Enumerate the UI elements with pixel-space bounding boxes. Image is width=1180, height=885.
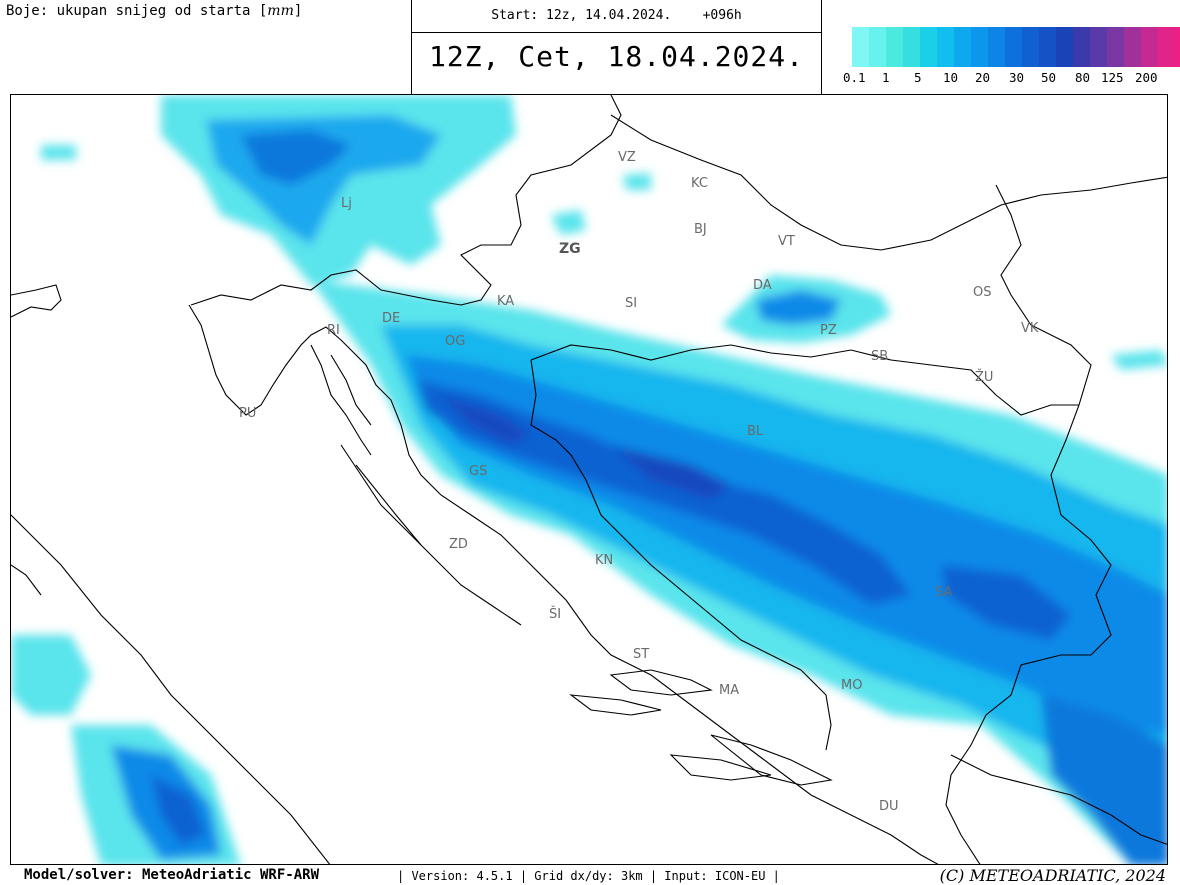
island-brac (609, 669, 713, 696)
legend-label: 5 (914, 70, 922, 85)
city-label-zg: ZG (559, 241, 581, 257)
city-label-mo: MO (841, 678, 862, 693)
city-label-vk: VK (1021, 321, 1039, 336)
city-label-sa: SA (935, 585, 952, 600)
legend-swatch (886, 27, 903, 67)
legend-swatch (1073, 27, 1090, 67)
legend-label: 125 (1101, 70, 1124, 85)
legend-swatch (1056, 27, 1073, 67)
legend-label: 80 (1075, 70, 1091, 85)
color-legend (852, 27, 1180, 67)
legend-label: 30 (1009, 70, 1025, 85)
model-credit: Model/solver: MeteoAdriatic WRF-ARW (24, 867, 320, 883)
city-label-og: OG (445, 334, 465, 349)
legend-label: 50 (1041, 70, 1057, 85)
legend-swatch (920, 27, 937, 67)
snow-map: Lj VZ KC BJ ZG VT DA OS KA SI DE PZ VK RI OG SB ŽU PU BL GS… (11, 95, 1167, 864)
legend-swatch (1175, 27, 1180, 67)
city-label-vz: VZ (618, 150, 636, 165)
city-label-vt: VT (778, 234, 795, 249)
coast-italy-south (11, 564, 42, 596)
copyright: (C) METEOADRIATIC, 2024 (939, 866, 1166, 885)
start-time: Start: 12z, 14.04.2024. +096h (491, 8, 742, 23)
city-label-bj: BJ (694, 222, 707, 237)
peljesac (710, 734, 833, 786)
city-label-du: DU (879, 799, 899, 814)
city-label-si: SI (625, 296, 637, 311)
legend-swatch (903, 27, 920, 67)
border-hungary (610, 114, 1167, 251)
legend-swatch (1141, 27, 1158, 67)
city-label-pz: PZ (820, 323, 837, 338)
border-slovenia-croatia (190, 95, 622, 306)
legend-swatch (1039, 27, 1056, 67)
city-label-ši: ŠI (549, 606, 561, 622)
coast-italy-east (11, 514, 331, 864)
legend-label: 10 (943, 70, 959, 85)
borders (11, 95, 1167, 864)
legend-swatch (852, 27, 869, 67)
legend-swatch (1005, 27, 1022, 67)
border-serbia (945, 184, 1112, 864)
legend-swatch (937, 27, 954, 67)
city-label-sb: SB (871, 349, 888, 364)
color-scale-caption: Boje: ukupan snijeg od starta [mm] (6, 3, 302, 19)
city-label-st: ST (633, 647, 649, 662)
city-labels: Lj VZ KC BJ ZG VT DA OS KA SI DE PZ VK RI OG SB ŽU PU BL GS… (239, 150, 1039, 814)
city-label-ka: KA (497, 294, 514, 309)
island-hvar (569, 694, 662, 716)
islands-3 (340, 444, 522, 626)
legend-swatch (1090, 27, 1107, 67)
city-label-lj: Lj (341, 196, 352, 211)
legend-label: 200 (1135, 70, 1158, 85)
legend-swatch (1158, 27, 1175, 67)
city-label-de: DE (382, 311, 400, 326)
city-label-kc: KC (691, 176, 708, 191)
legend-swatch (971, 27, 988, 67)
city-label-žu: ŽU (975, 369, 993, 385)
island-korcula (669, 754, 772, 781)
city-label-os: OS (973, 285, 991, 300)
legend-color-bar (852, 27, 1180, 67)
islands-1 (310, 344, 372, 456)
legend-swatch (954, 27, 971, 67)
coastline-istria (188, 304, 939, 864)
city-label-ri: RI (327, 323, 340, 338)
legend-label: 1 (882, 70, 890, 85)
caption-unit: mm (267, 3, 294, 19)
city-label-ma: MA (719, 683, 739, 698)
legend-label: 0.1 (843, 70, 866, 85)
legend-swatch (988, 27, 1005, 67)
city-label-gs: GS (469, 464, 487, 479)
snow-field (11, 95, 1167, 864)
islands-2 (330, 354, 372, 426)
islands-4 (355, 464, 422, 546)
valid-time: 12Z, Cet, 18.04.2024. (428, 40, 804, 73)
border-montenegro (950, 754, 1167, 845)
caption-text: Boje: ukupan snijeg od starta [ (6, 3, 268, 19)
legend-label: 20 (975, 70, 991, 85)
city-label-da: DA (753, 278, 772, 293)
caption-end: ] (293, 3, 303, 19)
coastline-italy-north (11, 284, 62, 318)
model-info: | Version: 4.5.1 | Grid dx/dy: 3km | Inp… (397, 869, 780, 883)
title-divider (412, 32, 821, 33)
legend-swatch (1124, 27, 1141, 67)
border-bosnia-west (530, 359, 832, 751)
legend-labels: 0.1 1 5 10 20 30 50 80 125 200 (843, 70, 1173, 86)
city-label-bl: BL (747, 424, 764, 439)
legend-swatch (869, 27, 886, 67)
map-frame: Lj VZ KC BJ ZG VT DA OS KA SI DE PZ VK RI OG SB ŽU PU BL GS… (10, 94, 1168, 865)
legend-swatch (1107, 27, 1124, 67)
city-label-zd: ZD (449, 537, 468, 552)
border-bosnia-north (530, 344, 1079, 416)
legend-swatch (1022, 27, 1039, 67)
city-label-kn: KN (595, 553, 613, 568)
city-label-pu: PU (239, 406, 256, 421)
forecast-time-box: Start: 12z, 14.04.2024. +096h 12Z, Cet, … (411, 0, 822, 94)
